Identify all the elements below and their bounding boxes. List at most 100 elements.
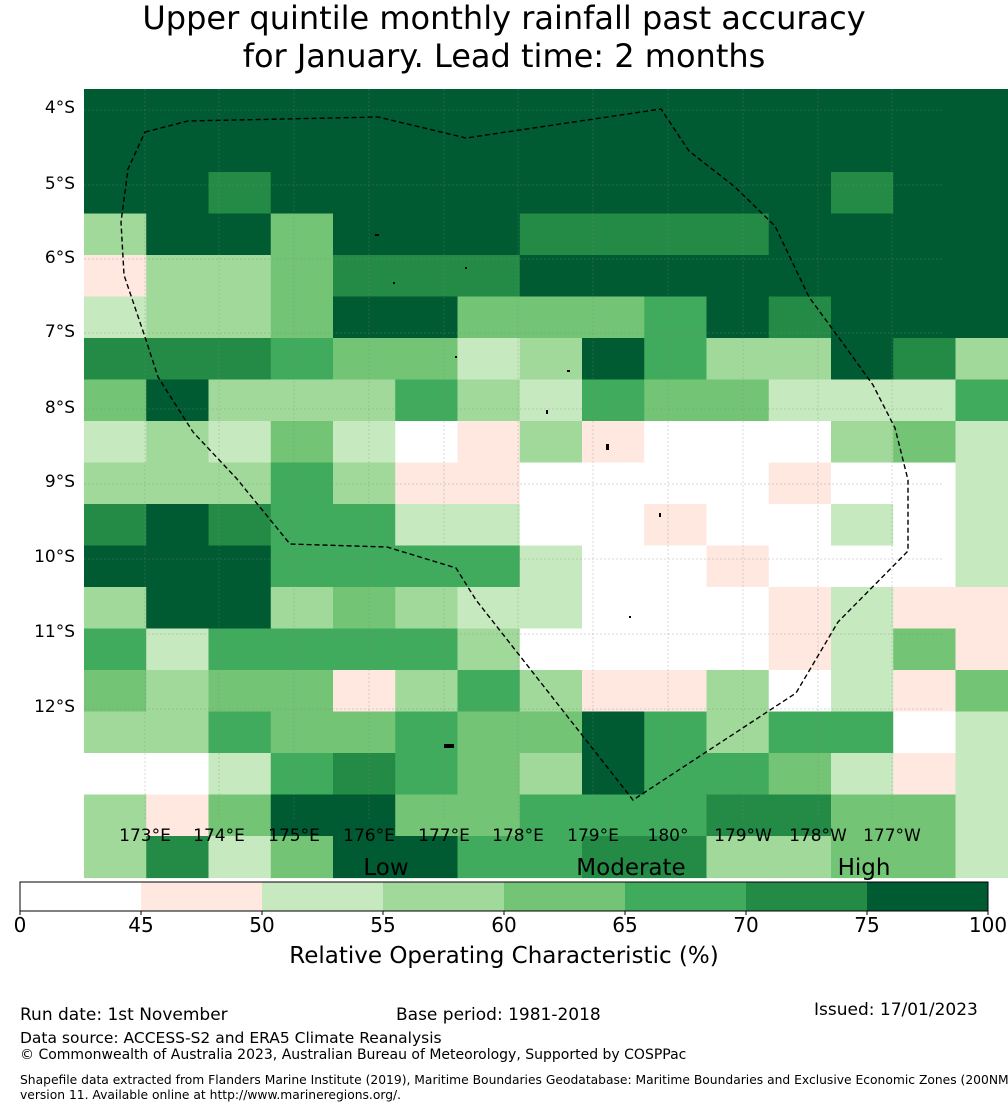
map-cell — [208, 628, 272, 671]
map-cell — [644, 296, 708, 339]
map-cell — [519, 255, 583, 298]
map-cell — [457, 794, 521, 837]
map-cell — [395, 213, 459, 256]
lat-label: 9°S — [44, 472, 75, 492]
lon-label: 174°E — [193, 826, 245, 846]
map-cell — [955, 89, 1008, 132]
map-cell — [457, 296, 521, 339]
map-cell — [84, 296, 147, 339]
map-cell — [706, 628, 770, 671]
map-cell — [831, 421, 894, 464]
map-cell — [768, 836, 832, 879]
map-cell — [208, 587, 272, 630]
map-cell — [644, 172, 708, 215]
map-cell — [644, 504, 708, 547]
map-cell — [519, 504, 583, 547]
map-cell — [893, 711, 957, 754]
map-cell — [955, 296, 1008, 339]
map-cell — [519, 670, 583, 713]
map-cell — [146, 296, 210, 339]
map-cell — [706, 213, 770, 256]
map-cell — [395, 296, 459, 339]
map-cell — [893, 753, 957, 796]
map-cell — [333, 130, 396, 173]
colorbar-swatch — [20, 882, 141, 911]
map-cell — [644, 545, 708, 588]
map-cell — [831, 545, 894, 588]
map-cell — [146, 711, 210, 754]
map-cell — [146, 172, 210, 215]
map-cell — [333, 338, 396, 381]
map-cell — [831, 753, 894, 796]
map-cell — [768, 545, 832, 588]
map-grid-cells — [84, 89, 1008, 879]
map-cell — [395, 255, 459, 298]
map-cell — [208, 379, 272, 422]
colorbar-swatch — [867, 882, 988, 911]
map-cell — [146, 587, 210, 630]
map-cell — [644, 130, 708, 173]
map-cell — [333, 421, 396, 464]
map-cell — [519, 753, 583, 796]
map-cell — [706, 711, 770, 754]
map-cell — [893, 172, 957, 215]
map-cell — [208, 753, 272, 796]
map-cell — [270, 379, 334, 422]
map-cell — [270, 213, 334, 256]
map-cell — [208, 130, 272, 173]
map-cell — [270, 504, 334, 547]
lat-label: 5°S — [44, 174, 75, 194]
map-cell — [768, 172, 832, 215]
map-cell — [146, 794, 210, 837]
map-cell — [146, 462, 210, 505]
map-cell — [84, 462, 147, 505]
map-cell — [768, 255, 832, 298]
eez-boundary — [120, 108, 909, 801]
map-cell — [644, 587, 708, 630]
base-period: Base period: 1981-2018 — [396, 1005, 601, 1025]
lon-label: 178°W — [789, 826, 847, 846]
map-cell — [457, 379, 521, 422]
map-cell — [208, 836, 272, 879]
map-cell — [706, 753, 770, 796]
map-cell — [768, 213, 832, 256]
map-cell — [457, 462, 521, 505]
map-cell — [706, 172, 770, 215]
map-cell — [270, 753, 334, 796]
lon-label: 173°E — [119, 826, 171, 846]
map-cell — [333, 296, 396, 339]
map-cell — [208, 172, 272, 215]
map-cell — [146, 753, 210, 796]
map-cell — [831, 255, 894, 298]
map-cell — [270, 421, 334, 464]
colorbar-tick: 100 — [968, 913, 1008, 937]
map-cell — [395, 504, 459, 547]
map-cell — [582, 504, 645, 547]
map-cell — [706, 836, 770, 879]
map-cell — [457, 338, 521, 381]
map-cell — [333, 670, 396, 713]
map-cell — [519, 421, 583, 464]
map-cell — [333, 213, 396, 256]
map-cell — [270, 836, 334, 879]
map-cell — [582, 587, 645, 630]
map-cell — [333, 379, 396, 422]
map-cell — [270, 172, 334, 215]
map-cell — [519, 172, 583, 215]
map-cell — [768, 587, 832, 630]
map-cell — [208, 670, 272, 713]
shapefile-credit: Shapefile data extracted from Flanders M… — [20, 1073, 1008, 1102]
map-cell — [146, 130, 210, 173]
map-cell — [644, 213, 708, 256]
map-cell — [644, 462, 708, 505]
map-cell — [582, 296, 645, 339]
lon-label: 177°E — [418, 826, 470, 846]
map-cell — [644, 836, 708, 879]
colorbar-title: Relative Operating Characteristic (%) — [289, 943, 719, 969]
lon-label: 175°E — [268, 826, 320, 846]
lon-label: 180° — [647, 826, 689, 846]
map-cell — [519, 379, 583, 422]
map-cell — [831, 711, 894, 754]
map-cell — [955, 338, 1008, 381]
level-label-high: High — [837, 855, 891, 881]
